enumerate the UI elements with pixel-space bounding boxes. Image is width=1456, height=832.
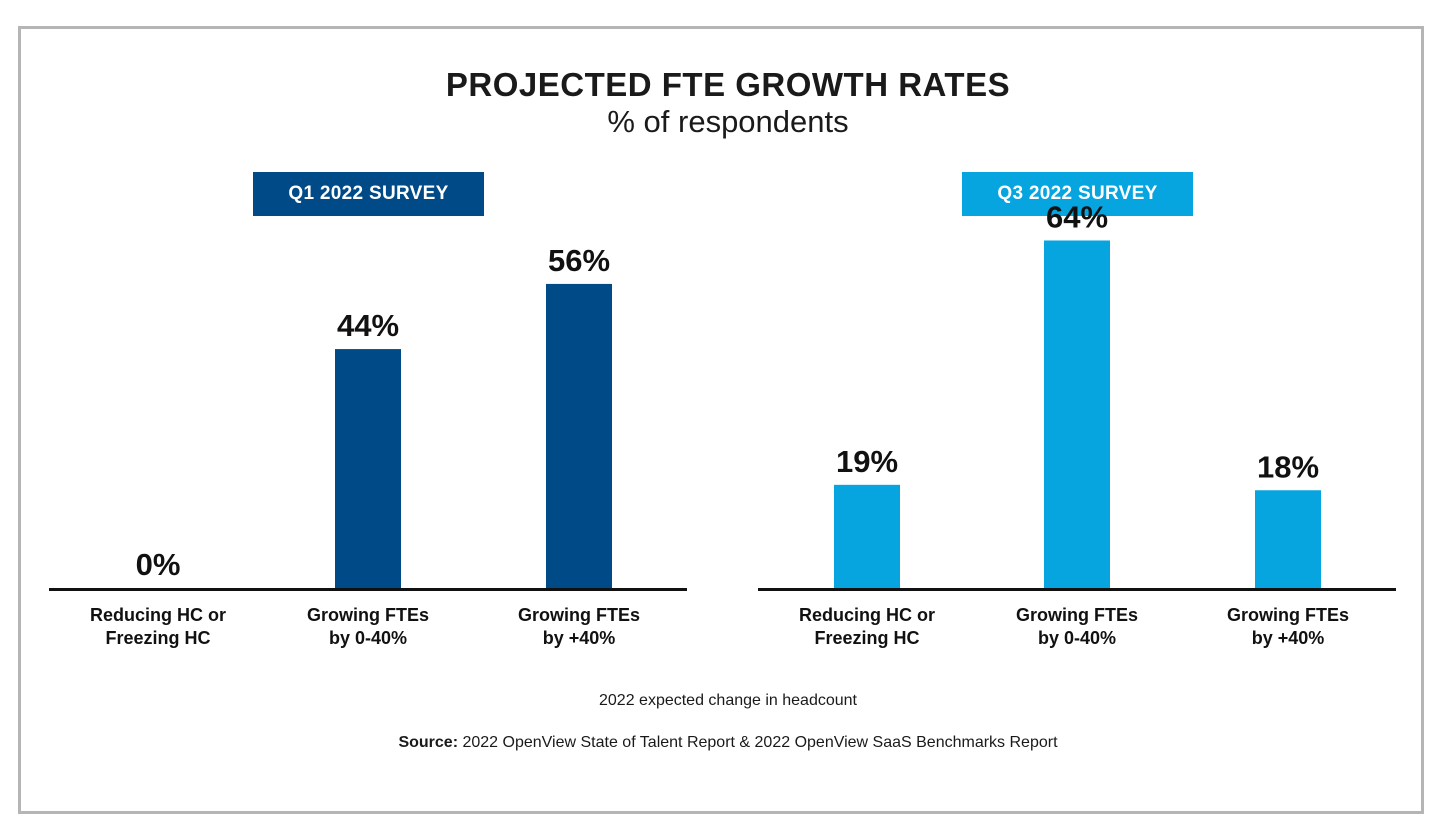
q1-category-label-3: by +40% bbox=[543, 628, 616, 648]
chart-title: PROJECTED FTE GROWTH RATES bbox=[445, 66, 1011, 103]
q3-bar-3 bbox=[1255, 490, 1321, 588]
q3-category-label-3: by +40% bbox=[1252, 628, 1325, 648]
q1-category-label-3: Growing FTEs bbox=[518, 605, 640, 625]
q3-category-label-1: Reducing HC or bbox=[799, 605, 935, 625]
q1-category-label-1: Freezing HC bbox=[105, 628, 210, 648]
q3-value-label-1: 19% bbox=[836, 444, 898, 479]
source-label: Source: bbox=[398, 734, 459, 751]
chart-caption: 2022 expected change in headcount bbox=[599, 692, 857, 709]
q1-category-label-2: by 0-40% bbox=[329, 628, 407, 648]
q1-survey-badge: Q1 2022 SURVEY bbox=[253, 172, 484, 216]
q3-bar-1 bbox=[834, 484, 900, 588]
source-note: Source: 2022 OpenView State of Talent Re… bbox=[0, 734, 1456, 752]
q1-value-label-1: 0% bbox=[136, 547, 181, 582]
q3-value-label-2: 64% bbox=[1046, 199, 1108, 234]
q3-category-label-1: Freezing HC bbox=[814, 628, 919, 648]
q3-category-label-3: Growing FTEs bbox=[1227, 605, 1349, 625]
q1-value-label-3: 56% bbox=[548, 243, 610, 278]
q1-value-label-2: 44% bbox=[337, 308, 399, 343]
q3-survey-badge: Q3 2022 SURVEY bbox=[962, 172, 1193, 216]
q3-bar-2 bbox=[1044, 240, 1110, 589]
chart-frame bbox=[18, 26, 1424, 814]
q1-bar-3 bbox=[546, 283, 612, 588]
q3-value-label-3: 18% bbox=[1257, 449, 1319, 484]
q3-category-label-2: by 0-40% bbox=[1038, 628, 1116, 648]
source-text: 2022 OpenView State of Talent Report & 2… bbox=[462, 734, 1058, 751]
q1-category-label-1: Reducing HC or bbox=[90, 605, 226, 625]
q3-category-label-2: Growing FTEs bbox=[1016, 605, 1138, 625]
q1-category-label-2: Growing FTEs bbox=[307, 605, 429, 625]
q1-bar-2 bbox=[335, 349, 401, 588]
chart-subtitle: % of respondents bbox=[607, 104, 849, 139]
